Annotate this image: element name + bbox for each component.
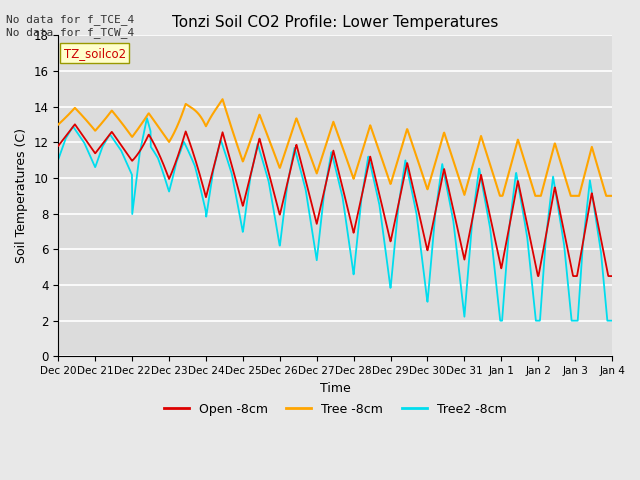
Text: TZ_soilco2: TZ_soilco2 (64, 47, 126, 60)
Y-axis label: Soil Temperatures (C): Soil Temperatures (C) (15, 128, 28, 264)
Title: Tonzi Soil CO2 Profile: Lower Temperatures: Tonzi Soil CO2 Profile: Lower Temperatur… (172, 15, 499, 30)
X-axis label: Time: Time (320, 382, 351, 395)
Text: No data for f_TCE_4
No data for f_TCW_4: No data for f_TCE_4 No data for f_TCW_4 (6, 14, 134, 38)
Legend: Open -8cm, Tree -8cm, Tree2 -8cm: Open -8cm, Tree -8cm, Tree2 -8cm (159, 398, 512, 420)
